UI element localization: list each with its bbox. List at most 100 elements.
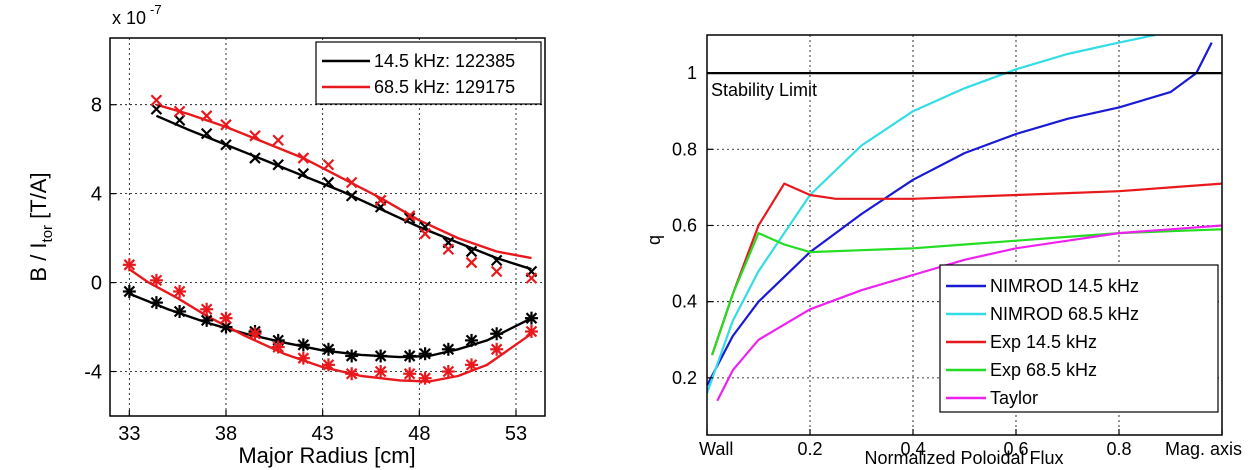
left-asterisk-marker [173,304,187,318]
right-legend-label-5: Taylor [990,388,1038,408]
left-asterisk-marker [200,313,214,327]
left-asterisk-marker [271,340,285,354]
left-x-marker [345,190,358,202]
right-series-line-1 [707,42,1213,387]
left-x-marker [249,130,261,142]
right-chart: Stability Limit Wall 0.2 0.4 0.6 0.8 Mag. axi… [644,34,1242,468]
right-y-tick-label: 0.4 [672,292,697,312]
left-x-axis-label: Major Radius [cm] [238,443,415,468]
left-asterisk-marker [403,367,417,381]
right-series-line-3 [711,182,1222,356]
left-x-marker [403,210,416,222]
right-ticks: Wall 0.2 0.4 0.6 0.8 Mag. axis 0.2 0.4 0.6 0.8 1 [672,63,1242,459]
left-asterisk-marker [490,342,504,356]
left-asterisk-marker [441,365,455,379]
left-fit-line-4 [128,268,533,383]
left-asterisk-marker [219,311,233,325]
left-asterisk-marker [418,371,432,385]
right-y-axis-label: q [644,235,664,245]
right-series-line-5 [716,224,1222,402]
left-x-marker [442,243,455,256]
left-y-tick-label: 0 [91,273,102,295]
left-x-tick-label: 53 [505,423,527,445]
left-markers [122,94,538,385]
right-x-tick-label: Wall [699,439,733,459]
left-asterisk-marker [465,358,479,372]
right-x-tick-label: 0.2 [797,439,822,459]
left-asterisk-marker [345,349,359,363]
left-asterisk-marker [200,302,214,316]
left-x-marker [403,212,416,224]
left-x-marker [200,110,213,122]
left-asterisk-marker [122,258,136,272]
left-x-marker [374,194,387,207]
left-x-marker [465,245,478,258]
left-legend-label-1: 14.5 kHz: 122385 [374,51,515,71]
left-asterisk-marker [524,311,538,325]
left-x-marker [150,94,163,107]
right-x-tick-label: 0.4 [900,439,925,459]
left-x-marker [220,138,232,151]
right-legend-label-4: Exp 68.5 kHz [990,360,1097,380]
left-y-axis-label: B / Itor [T/A] [26,172,56,281]
left-asterisk-marker [149,273,163,287]
left-x-marker [249,152,261,164]
left-x-marker [200,127,213,140]
left-asterisk-marker [321,342,335,356]
left-asterisk-marker [524,325,538,339]
left-fit-line-1 [155,114,532,271]
left-y-multiplier: x 10 [112,8,146,28]
right-x-axis-label: Normalized Poloidal Flux [864,448,1063,468]
left-y-tick-label: 4 [91,184,102,206]
right-legend-label-2: NIMROD 68.5 kHz [990,304,1139,324]
right-lines [707,35,1222,402]
right-y-tick-label: 0.2 [672,368,697,388]
left-fit-line-2 [156,103,532,260]
left-x-marker [297,152,310,164]
left-x-marker [272,158,284,171]
right-y-tick-label: 0.6 [672,215,697,235]
left-y-exponent: -7 [150,2,162,17]
right-x-tick-label: 0.8 [1106,439,1131,459]
left-asterisk-marker [374,349,388,363]
left-asterisk-marker [173,284,187,298]
left-x-marker [490,254,503,267]
left-legend-label-2: 68.5 kHz: 129175 [374,77,515,97]
left-x-tick-label: 33 [118,423,140,445]
left-legend: 14.5 kHz: 122385 68.5 kHz: 129175 [315,41,542,105]
left-x-marker [272,134,284,147]
left-x-marker [297,167,310,180]
left-asterisk-marker [296,351,310,365]
left-x-marker [173,114,186,127]
left-asterisk-marker [465,333,479,347]
left-asterisk-marker [441,342,455,356]
right-x-tick-label: Mag. axis [1165,439,1242,459]
left-x-marker [490,265,503,278]
right-legend-label-1: NIMROD 14.5 kHz [990,276,1139,296]
left-x-marker [525,272,538,284]
right-x-tick-label: 0.6 [1003,439,1028,459]
left-y-tick-label: 8 [91,95,102,117]
left-asterisk-marker [418,347,432,361]
left-x-marker [345,176,358,189]
left-y-tick-label: -4 [84,362,102,384]
right-plot-frame [706,34,1223,436]
left-x-marker [173,105,186,118]
left-plot-frame [109,37,546,417]
left-asterisk-marker [490,327,504,341]
left-x-marker [322,176,335,189]
left-x-tick-label: 48 [408,423,430,445]
left-x-marker [322,158,335,171]
right-series-line-2 [707,35,1156,394]
left-x-tick-label: 43 [312,423,334,445]
left-asterisk-marker [345,367,359,381]
left-x-marker [150,103,163,115]
left-asterisk-marker [122,284,136,298]
left-x-tick-label: 38 [215,423,237,445]
right-legend-label-3: Exp 14.5 kHz [990,332,1097,352]
left-asterisk-marker [321,358,335,372]
left-legend-box [315,41,542,105]
